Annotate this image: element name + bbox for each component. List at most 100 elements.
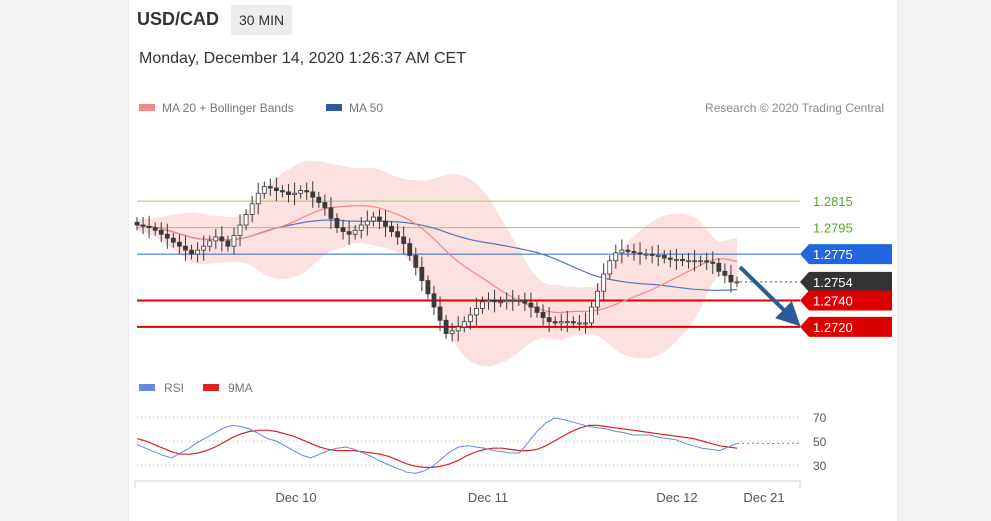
candle-body — [419, 266, 425, 281]
candle-body — [704, 260, 710, 263]
candle-body — [195, 249, 201, 255]
candle-body — [328, 207, 334, 219]
candle-body — [486, 300, 491, 303]
candle-body — [340, 227, 346, 233]
candle-body — [431, 293, 437, 308]
candle-body — [231, 235, 237, 247]
candle-body — [389, 225, 394, 233]
rsi-tick-label: 70 — [813, 411, 827, 425]
x-tick-label: Dec 10 — [275, 490, 316, 505]
candle-body — [201, 245, 207, 251]
candle-body — [310, 191, 316, 198]
candle-body — [322, 202, 328, 209]
candle-body — [407, 243, 413, 256]
rsi-ma-legend-label: 9MA — [228, 381, 253, 395]
rsi-panel: 70 50 30 — [136, 411, 827, 474]
candle-body — [461, 321, 467, 328]
candle-body — [722, 270, 728, 276]
ma20-legend-label: MA 20 + Bollinger Bands — [162, 101, 294, 115]
candle-body — [680, 259, 685, 262]
candle-body — [492, 300, 497, 303]
x-axis: Dec 10 Dec 11 Dec 12 Dec 21 — [134, 480, 801, 505]
candle-body — [158, 229, 164, 235]
rsi-legend: RSI 9MA — [139, 381, 253, 395]
level-tag-label: 1.2795 — [813, 221, 853, 236]
candle-body — [522, 300, 528, 304]
candle-body — [243, 214, 249, 226]
candle-body — [358, 224, 364, 231]
candle-body — [164, 233, 170, 239]
rsi-legend-label: RSI — [164, 381, 184, 395]
candle-body — [383, 220, 388, 227]
candle-body — [401, 236, 407, 244]
candle-body — [480, 301, 485, 309]
candle-body — [152, 227, 158, 231]
candle-body — [504, 300, 510, 303]
candle-body — [255, 192, 261, 205]
candle-body — [613, 252, 619, 262]
candle-body — [237, 224, 243, 236]
ma20-swatch — [139, 104, 155, 111]
candle-body — [443, 319, 449, 334]
candle-body — [631, 251, 637, 254]
chart-datetime: Monday, December 14, 2020 1:26:37 AM CET — [139, 50, 466, 67]
candle-body — [534, 306, 540, 313]
ma20-line — [136, 205, 738, 314]
price-legend: MA 20 + Bollinger Bands MA 50 Research ©… — [139, 101, 884, 115]
candle-body — [546, 317, 552, 323]
candle-body — [261, 186, 267, 194]
candle-body — [595, 290, 601, 308]
candle-body — [425, 280, 431, 295]
candle-body — [686, 260, 691, 263]
candle-body — [570, 321, 576, 324]
candle-body — [249, 203, 255, 215]
candle-body — [286, 191, 291, 195]
candle-body — [637, 252, 643, 255]
level-tag-label: 1.2754 — [813, 275, 853, 290]
candle-body — [437, 306, 443, 321]
candle-body — [516, 300, 522, 302]
candle-body — [134, 221, 140, 226]
candle-body — [467, 314, 473, 323]
timeframe-badge[interactable]: 30 MIN — [231, 5, 293, 35]
rsi-tick-label: 30 — [813, 459, 827, 473]
candle-body — [661, 255, 667, 259]
candle-body — [625, 249, 631, 252]
candle-body — [673, 259, 679, 261]
candle-body — [734, 281, 740, 284]
x-tick-label: Dec 12 — [656, 490, 697, 505]
candle-body — [449, 330, 455, 334]
candle-body — [213, 236, 219, 242]
rsi-line — [136, 417, 738, 474]
level-tag-label: 1.2775 — [813, 247, 853, 262]
candle-body — [649, 253, 655, 256]
candle-body — [189, 249, 194, 255]
level-tag — [800, 271, 892, 292]
candle-body — [273, 187, 279, 191]
candle-body — [316, 196, 322, 203]
candle-body — [455, 326, 461, 332]
moving-averages — [136, 205, 738, 314]
candle-body — [292, 192, 297, 195]
level-tag-label: 1.2815 — [813, 194, 853, 209]
candle-body — [298, 190, 304, 194]
x-tick-label: Dec 11 — [468, 490, 508, 505]
candle-body — [558, 321, 564, 324]
level-tag — [800, 316, 892, 337]
candle-body — [304, 190, 310, 193]
price-level-tags: 1.2815 1.2795 1.2775 1.2754 1.2740 1.2720 — [800, 194, 892, 337]
candle-body — [346, 231, 352, 235]
candle-body — [619, 249, 625, 254]
candle-body — [395, 231, 401, 238]
symbol-title: USD/CAD — [137, 9, 220, 29]
candle-body — [643, 253, 649, 256]
candle-body — [177, 241, 182, 247]
candle-body — [607, 260, 613, 275]
candle-body — [728, 274, 734, 283]
rsi-ma-swatch — [203, 384, 219, 391]
candle-body — [655, 255, 661, 257]
candle-body — [540, 311, 546, 319]
ma50-swatch — [326, 104, 342, 111]
candle-body — [692, 260, 697, 263]
